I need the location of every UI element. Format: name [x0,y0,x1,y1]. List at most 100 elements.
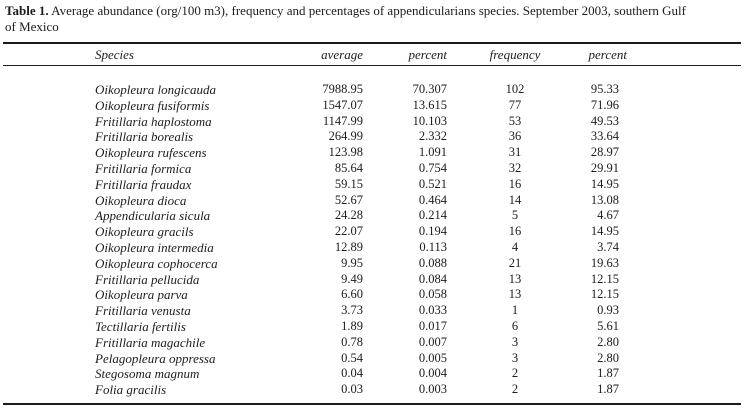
average-cell: 52.67 [334,192,363,207]
table-row: Oikopleura rufescens 123.98 1.091 31 28.… [3,145,741,161]
column-header-freq-percent: percent [583,43,741,66]
freq-percent-cell: 1.87 [597,382,619,397]
frequency-cell: 5 [511,208,519,223]
species-name-cell: Oikopleura parva [95,287,188,303]
species-name-cell: Oikopleura gracils [95,224,194,240]
percent-cell: 0.005 [418,350,447,365]
freq-percent-cell: 2.80 [597,350,619,365]
freq-percent-cell: 49.53 [590,113,619,128]
freq-percent-cell: 33.64 [590,129,619,144]
freq-percent-cell: 12.15 [590,271,619,286]
species-name-cell: Oikopleura cophocerca [95,255,218,271]
column-header-percent: percent [363,43,447,66]
percent-cell: 0.058 [418,287,447,302]
table-header: Species average percent frequency percen… [3,43,741,66]
frequency-cell: 13 [508,271,522,286]
column-header-frequency: frequency [447,43,583,66]
freq-percent-cell: 19.63 [590,255,619,270]
table-row: Oikopleura intermedia 12.89 0.113 4 3.74 [3,240,741,256]
caption-line-1: Table 1. Average abundance (org/100 m3),… [5,3,686,19]
average-cell: 1.89 [341,318,363,333]
table-row: Oikopleura gracils 22.07 0.194 16 14.95 [3,224,741,240]
percent-cell: 0.004 [418,366,447,381]
species-table: Species average percent frequency percen… [3,42,741,405]
average-cell: 7988.95 [322,82,363,96]
caption-label: Table 1. [5,3,49,18]
freq-percent-cell: 71.96 [590,97,619,112]
frequency-cell: 4 [511,239,519,254]
species-name-cell: Oikopleura fusiformis [95,97,210,113]
average-cell: 6.60 [341,287,363,302]
species-name-cell: Folia gracilis [95,382,167,398]
table-row: Oikopleura parva 6.60 0.058 13 12.15 [3,287,741,303]
species-name-cell: Fritillaria pellucida [95,271,200,287]
percent-cell: 0.033 [418,303,447,318]
column-header-species: Species [3,43,310,66]
percent-cell: 0.754 [418,160,447,175]
freq-percent-cell: 12.15 [590,287,619,302]
percent-cell: 0.194 [418,224,447,239]
freq-percent-cell: 2.80 [597,334,619,349]
percent-cell: 0.007 [418,334,447,349]
species-name-cell: Fritillaria borealis [95,129,194,145]
frequency-cell: 2 [511,382,519,397]
table-row: Fritillaria fraudax 59.15 0.521 16 14.95 [3,177,741,193]
average-cell: 59.15 [334,176,363,191]
freq-percent-cell: 14.95 [590,224,619,239]
frequency-cell: 6 [511,318,519,333]
species-name-cell: Oikopleura longicauda [95,82,216,97]
table-row: Appendicularia sicula 24.28 0.214 5 4.67 [3,208,741,224]
frequency-cell: 16 [508,176,522,191]
freq-percent-cell: 5.61 [597,318,619,333]
average-cell: 1547.07 [322,97,363,112]
average-cell: 0.03 [341,382,363,397]
freq-percent-cell: 4.67 [597,208,619,223]
frequency-cell: 31 [508,145,522,160]
species-name-cell: Fritillaria venusta [95,303,191,319]
table-row: Fritillaria magachile 0.78 0.007 3 2.80 [3,335,741,351]
caption-text-line-2: of Mexico [5,19,59,34]
species-name-cell: Fritillaria magachile [95,334,206,350]
frequency-cell: 1 [511,303,519,318]
table-row: Oikopleura longicauda 7988.95 70.307 102… [3,82,741,98]
frequency-cell: 2 [511,366,519,381]
average-cell: 123.98 [328,145,363,160]
percent-cell: 1.091 [418,145,447,160]
frequency-cell: 102 [505,82,525,96]
table-body: Oikopleura longicauda 7988.95 70.307 102… [3,66,741,404]
freq-percent-cell: 0.93 [597,303,619,318]
freq-percent-cell: 95.33 [590,82,619,96]
average-cell: 1147.99 [322,113,363,128]
table-row: Oikopleura cophocerca 9.95 0.088 21 19.6… [3,256,741,272]
species-name-cell: Oikopleura dioca [95,192,187,208]
average-cell: 9.49 [341,271,363,286]
percent-cell: 0.003 [418,382,447,397]
average-cell: 24.28 [334,208,363,223]
percent-cell: 2.332 [418,129,447,144]
average-cell: 85.64 [334,160,363,175]
percent-cell: 10.103 [412,113,447,128]
table-row: Folia gracilis 0.03 0.003 2 1.87 [3,382,741,398]
average-cell: 0.04 [341,366,363,381]
percent-cell: 0.084 [418,271,447,286]
caption-text-line-1: Average abundance (org/100 m3), frequenc… [51,3,686,18]
freq-percent-cell: 1.87 [597,366,619,381]
freq-percent-cell: 29.91 [590,160,619,175]
percent-cell: 13.615 [412,97,447,112]
table-row: Fritillaria formica 85.64 0.754 32 29.91 [3,161,741,177]
top-spacer-row [3,66,741,83]
table-row: Fritillaria haplostoma 1147.99 10.103 53… [3,114,741,130]
percent-cell: 0.214 [418,208,447,223]
frequency-cell: 21 [508,255,522,270]
species-name-cell: Fritillaria haplostoma [95,113,212,129]
frequency-cell: 32 [508,160,522,175]
freq-percent-cell: 14.95 [590,176,619,191]
species-name-cell: Appendicularia sicula [95,208,211,224]
species-name-cell: Stegosoma magnum [95,366,200,382]
table-caption: Table 1. Average abundance (org/100 m3),… [5,3,686,35]
species-name-cell: Fritillaria formica [95,160,192,176]
bottom-spacer-row [3,398,741,404]
species-name-cell: Oikopleura rufescens [95,145,207,161]
percent-cell: 0.521 [418,176,447,191]
freq-percent-cell: 13.08 [590,192,619,207]
